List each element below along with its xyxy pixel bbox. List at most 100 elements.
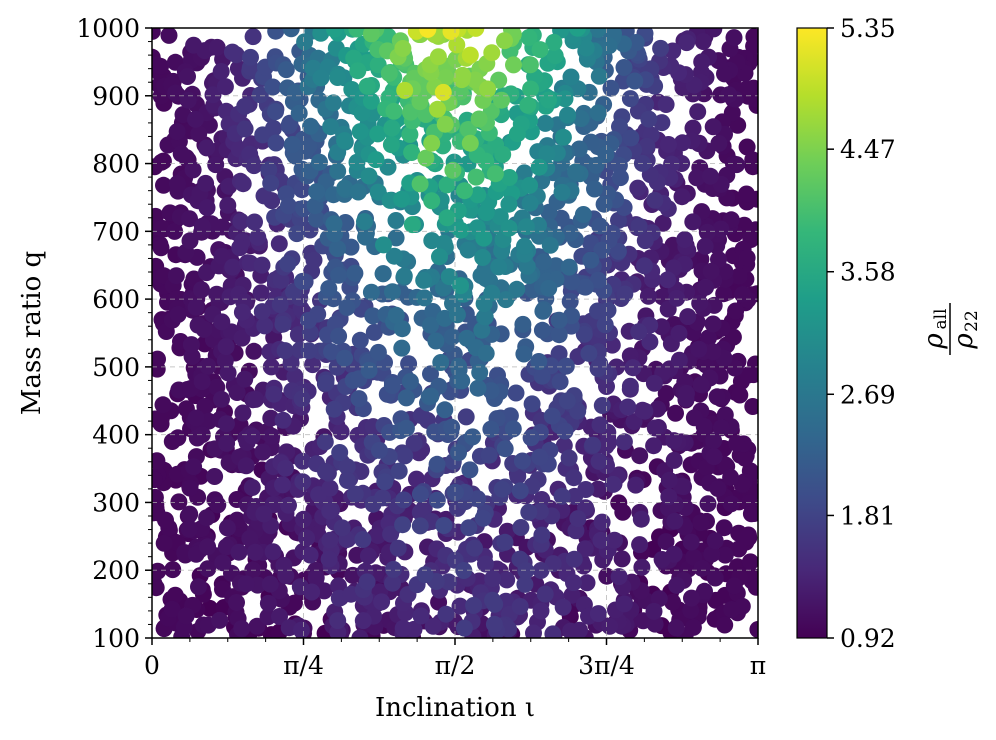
scatter-point: [576, 540, 594, 558]
scatter-point: [660, 471, 678, 489]
scatter-point: [486, 595, 504, 613]
scatter-point: [475, 229, 493, 247]
scatter-point: [670, 351, 688, 369]
grid-lines: [152, 28, 758, 638]
scatter-point: [270, 235, 288, 253]
scatter-point: [244, 28, 262, 46]
scatter-point: [231, 239, 249, 257]
scatter-point: [396, 447, 414, 465]
scatter-point: [747, 578, 758, 596]
scatter-point: [592, 531, 610, 549]
scatter-point: [383, 377, 401, 395]
scatter-point: [705, 432, 723, 450]
scatter-point: [450, 444, 467, 462]
y-tick-label: 200: [92, 556, 140, 585]
scatter-point: [317, 463, 334, 480]
scatter-point: [326, 28, 343, 38]
scatter-point: [440, 573, 458, 591]
scatter-point: [415, 289, 433, 307]
scatter-point: [690, 340, 708, 358]
scatter-point: [593, 397, 611, 414]
scatter-point: [256, 317, 274, 335]
y-tick-label: 500: [92, 353, 140, 382]
scatter-point: [511, 482, 529, 500]
scatter-point: [461, 461, 479, 479]
scatter-point: [393, 320, 411, 338]
scatter-point: [621, 377, 639, 395]
scatter-point: [482, 420, 500, 438]
scatter-point: [458, 329, 476, 347]
scatter-point: [308, 183, 326, 201]
scatter-point: [397, 389, 415, 407]
scatter-point: [267, 28, 285, 40]
scatter-point: [631, 536, 649, 554]
scatter-point: [274, 411, 292, 429]
scatter-point: [614, 503, 632, 521]
scatter-point: [684, 119, 702, 137]
scatter-point: [461, 134, 479, 152]
colorbar-label-denominator-sub: 22: [962, 310, 982, 332]
scatter-point: [228, 384, 246, 401]
scatter-point: [525, 624, 542, 638]
scatter-point: [181, 232, 199, 250]
scatter-point: [652, 39, 670, 57]
scatter-point: [436, 115, 454, 133]
scatter-point: [354, 531, 372, 548]
scatter-point: [704, 343, 722, 361]
scatter-point: [515, 345, 533, 363]
scatter-point: [589, 605, 607, 623]
scatter-point: [491, 208, 509, 226]
scatter-point: [271, 608, 288, 625]
scatter-point: [471, 364, 489, 381]
scatter-point: [494, 145, 512, 163]
scatter-point: [725, 29, 743, 47]
scatter-point: [301, 324, 319, 342]
scatter-point: [453, 372, 471, 390]
y-tick-label: 600: [92, 285, 140, 314]
scatter-point: [627, 34, 645, 51]
scatter-point: [237, 575, 255, 593]
scatter-point: [274, 476, 291, 494]
scatter-point: [265, 385, 283, 403]
scatter-point: [744, 398, 758, 415]
scatter-point: [597, 146, 615, 163]
scatter-point: [738, 528, 756, 546]
x-tick-label: π: [750, 651, 766, 680]
scatter-point: [645, 437, 663, 455]
scatter-point: [208, 285, 226, 303]
scatter-point: [342, 238, 360, 256]
scatter-point: [586, 180, 603, 198]
scatter-point: [168, 123, 186, 141]
scatter-point: [496, 440, 514, 458]
scatter-point: [619, 398, 637, 416]
scatter-point: [152, 239, 170, 257]
scatter-point: [505, 56, 522, 74]
scatter-point: [533, 321, 551, 339]
scatter-point: [576, 278, 594, 296]
scatter-point: [169, 429, 187, 447]
scatter-point: [646, 191, 664, 209]
scatter-point: [556, 422, 574, 440]
scatter-point: [520, 29, 538, 46]
scatter-point: [415, 271, 433, 289]
scatter-point: [390, 462, 408, 480]
scatter-point: [218, 415, 235, 433]
scatter-point: [534, 302, 552, 320]
scatter-point: [329, 162, 347, 180]
scatter-point: [538, 145, 556, 163]
scatter-point: [452, 221, 470, 239]
scatter-point: [336, 349, 354, 367]
scatter-point: [533, 526, 551, 544]
scatter-point: [181, 505, 199, 523]
scatter-point: [294, 510, 312, 528]
scatter-point: [387, 212, 405, 229]
scatter-point: [354, 612, 372, 630]
scatter-point: [738, 138, 756, 156]
scatter-point: [684, 213, 702, 231]
scatter-point: [626, 72, 644, 90]
scatter-point: [712, 220, 730, 238]
scatter-point: [395, 491, 413, 509]
scatter-point: [351, 629, 369, 638]
scatter-point: [356, 213, 373, 231]
scatter-point: [233, 303, 251, 321]
